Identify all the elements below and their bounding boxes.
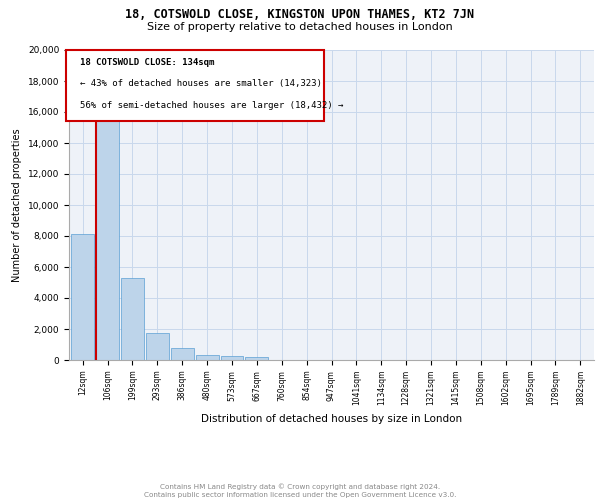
Text: ← 43% of detached houses are smaller (14,323): ← 43% of detached houses are smaller (14… bbox=[79, 80, 322, 88]
Y-axis label: Number of detached properties: Number of detached properties bbox=[12, 128, 22, 282]
Bar bbox=[96, 102, 119, 360]
FancyBboxPatch shape bbox=[67, 50, 323, 122]
Text: Size of property relative to detached houses in London: Size of property relative to detached ho… bbox=[147, 22, 453, 32]
Bar bbox=[245, 357, 268, 360]
Bar bbox=[146, 333, 169, 360]
Text: 18 COTSWOLD CLOSE: 134sqm: 18 COTSWOLD CLOSE: 134sqm bbox=[79, 58, 214, 66]
Bar bbox=[196, 354, 218, 360]
Text: Contains HM Land Registry data © Crown copyright and database right 2024.
Contai: Contains HM Land Registry data © Crown c… bbox=[144, 484, 456, 498]
Bar bbox=[171, 348, 194, 360]
Bar bbox=[221, 356, 244, 360]
X-axis label: Distribution of detached houses by size in London: Distribution of detached houses by size … bbox=[201, 414, 462, 424]
Text: 18, COTSWOLD CLOSE, KINGSTON UPON THAMES, KT2 7JN: 18, COTSWOLD CLOSE, KINGSTON UPON THAMES… bbox=[125, 8, 475, 20]
Text: 56% of semi-detached houses are larger (18,432) →: 56% of semi-detached houses are larger (… bbox=[79, 101, 343, 110]
Bar bbox=[121, 278, 144, 360]
Bar bbox=[71, 234, 94, 360]
